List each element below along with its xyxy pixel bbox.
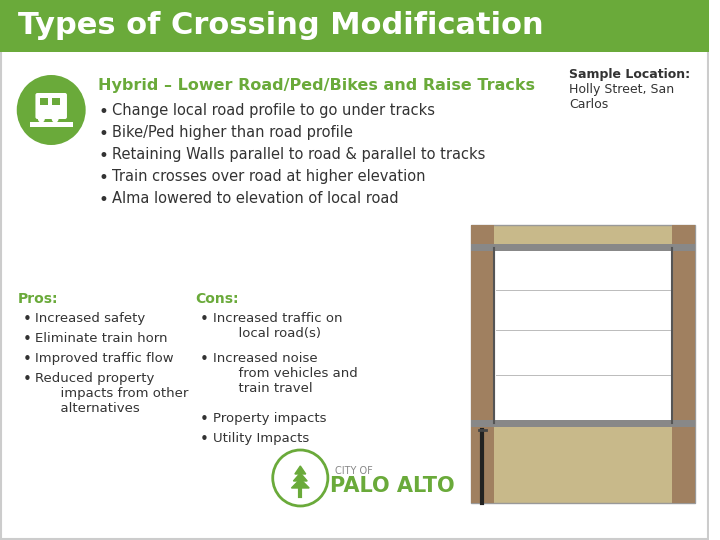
Text: Increased traffic on
      local road(s): Increased traffic on local road(s) — [212, 312, 342, 340]
Text: Train crosses over road at higher elevation: Train crosses over road at higher elevat… — [112, 169, 426, 184]
FancyBboxPatch shape — [471, 420, 695, 427]
Circle shape — [273, 450, 328, 506]
Text: •: • — [99, 169, 108, 187]
Text: Hybrid – Lower Road/Ped/Bikes and Raise Tracks: Hybrid – Lower Road/Ped/Bikes and Raise … — [99, 78, 536, 93]
Circle shape — [38, 116, 45, 123]
Circle shape — [17, 75, 86, 145]
Text: •: • — [200, 432, 209, 447]
Text: Property impacts: Property impacts — [212, 412, 326, 425]
Text: Cons:: Cons: — [195, 292, 238, 306]
FancyBboxPatch shape — [471, 225, 695, 503]
FancyBboxPatch shape — [0, 0, 709, 52]
Circle shape — [52, 116, 58, 123]
Text: Types of Crossing Modification: Types of Crossing Modification — [18, 11, 544, 40]
FancyBboxPatch shape — [30, 122, 73, 127]
Polygon shape — [295, 466, 306, 474]
Text: Bike/Ped higher than road profile: Bike/Ped higher than road profile — [112, 125, 353, 140]
Text: •: • — [99, 125, 108, 143]
FancyBboxPatch shape — [494, 248, 672, 423]
Text: •: • — [99, 103, 108, 121]
Text: Improved traffic flow: Improved traffic flow — [35, 352, 174, 365]
Text: Reduced property
      impacts from other
      alternatives: Reduced property impacts from other alte… — [35, 372, 189, 415]
FancyBboxPatch shape — [40, 98, 48, 105]
Text: Holly Street, San
Carlos: Holly Street, San Carlos — [569, 83, 674, 111]
Polygon shape — [294, 473, 307, 481]
Text: Eliminate train horn: Eliminate train horn — [35, 332, 168, 345]
Text: CITY OF: CITY OF — [335, 466, 372, 476]
Text: Utility Impacts: Utility Impacts — [212, 432, 309, 445]
Text: PALO ALTO: PALO ALTO — [330, 476, 454, 496]
Text: Increased safety: Increased safety — [35, 312, 145, 325]
FancyBboxPatch shape — [471, 225, 494, 503]
Text: •: • — [22, 352, 32, 367]
Text: •: • — [99, 147, 108, 165]
FancyBboxPatch shape — [672, 225, 695, 503]
Text: •: • — [22, 372, 32, 387]
Text: Pros:: Pros: — [18, 292, 58, 306]
Text: •: • — [200, 352, 209, 367]
Text: Increased noise
      from vehicles and
      train travel: Increased noise from vehicles and train … — [212, 352, 357, 395]
Text: •: • — [22, 332, 32, 347]
Text: Change local road profile to go under tracks: Change local road profile to go under tr… — [112, 103, 436, 118]
Text: •: • — [200, 312, 209, 327]
FancyBboxPatch shape — [35, 93, 67, 119]
Polygon shape — [292, 479, 309, 488]
Text: Sample Location:: Sample Location: — [569, 68, 690, 81]
Text: •: • — [200, 412, 209, 427]
FancyBboxPatch shape — [471, 244, 695, 251]
FancyBboxPatch shape — [52, 98, 60, 105]
Text: •: • — [99, 191, 108, 209]
Text: Retaining Walls parallel to road & parallel to tracks: Retaining Walls parallel to road & paral… — [112, 147, 485, 162]
Text: •: • — [22, 312, 32, 327]
Text: Alma lowered to elevation of local road: Alma lowered to elevation of local road — [112, 191, 399, 206]
